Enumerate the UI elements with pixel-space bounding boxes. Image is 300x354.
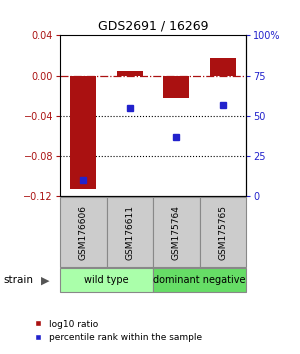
Text: wild type: wild type [84,275,129,285]
Bar [200,197,246,267]
Legend: log10 ratio, percentile rank within the sample: log10 ratio, percentile rank within the … [28,320,203,342]
Text: dominant negative: dominant negative [153,275,246,285]
Bar [153,268,246,292]
Bar [164,76,189,98]
Text: ▶: ▶ [40,275,49,285]
Bar [106,197,153,267]
Bar [70,76,96,189]
Text: GSM176606: GSM176606 [79,205,88,260]
Bar [60,197,106,267]
Bar [210,58,236,76]
Title: GDS2691 / 16269: GDS2691 / 16269 [98,20,208,33]
Text: GSM176611: GSM176611 [125,205,134,260]
Bar [153,197,200,267]
Text: strain: strain [3,275,33,285]
Text: GSM175765: GSM175765 [218,205,227,260]
Text: GSM175764: GSM175764 [172,205,181,260]
Bar [60,268,153,292]
Bar [117,71,142,76]
